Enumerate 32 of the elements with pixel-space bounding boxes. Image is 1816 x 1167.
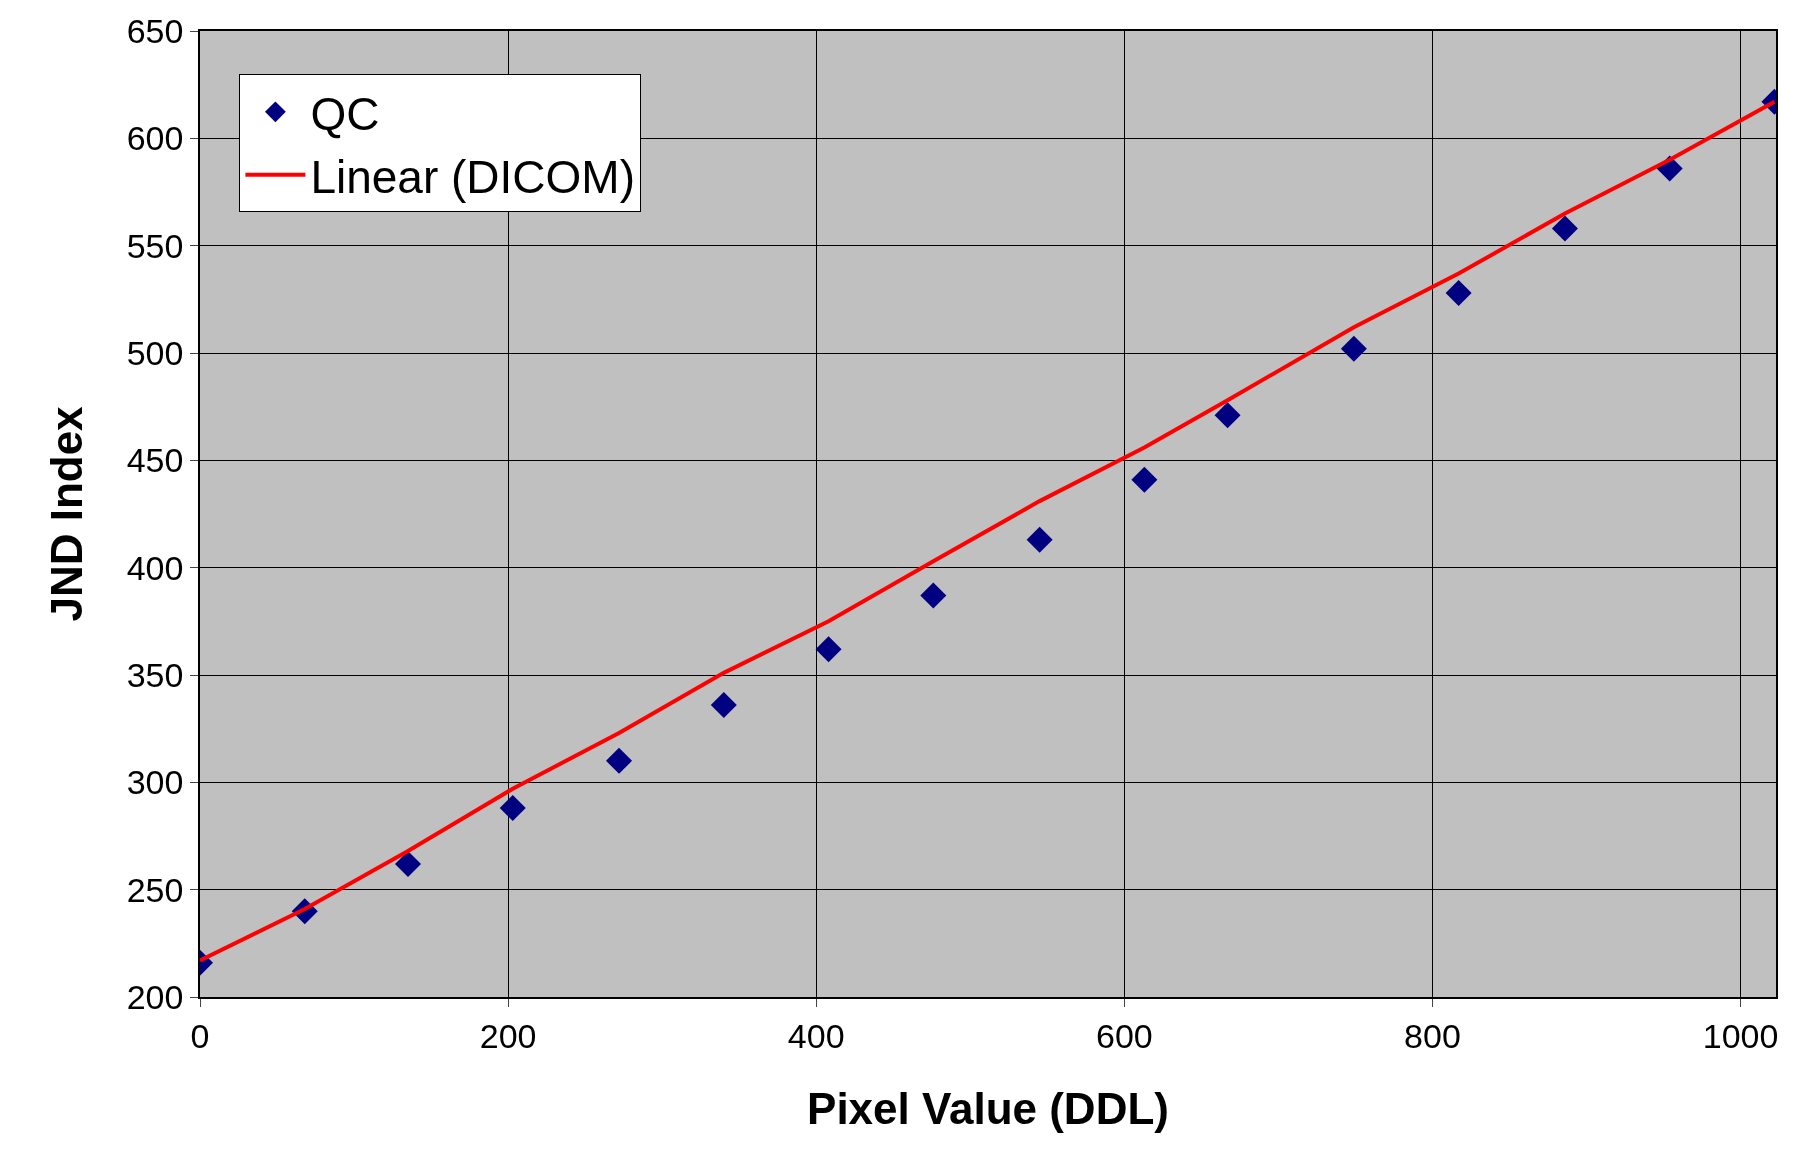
x-tick-label: 200 bbox=[479, 1016, 537, 1055]
y-tick-label: 300 bbox=[126, 763, 184, 802]
point bbox=[394, 850, 421, 877]
x-axis-title: Pixel Value (DDL) bbox=[807, 1084, 1169, 1134]
legend-label: Linear (DICOM) bbox=[310, 150, 636, 203]
point bbox=[1131, 466, 1158, 493]
legend-label: QC bbox=[310, 87, 380, 140]
x-tick-label: 0 bbox=[190, 1016, 210, 1055]
point bbox=[606, 747, 633, 774]
y-tick-label: 600 bbox=[126, 119, 184, 158]
y-tick-label: 450 bbox=[126, 441, 184, 480]
point bbox=[1026, 526, 1053, 553]
y-tick-label: 350 bbox=[126, 655, 184, 694]
point bbox=[1445, 279, 1472, 306]
x-tick-label: 400 bbox=[787, 1016, 845, 1055]
y-axis-title: JND Index bbox=[42, 405, 92, 622]
x-tick-label: 600 bbox=[1095, 1016, 1153, 1055]
x-tick-label: 1000 bbox=[1702, 1016, 1779, 1055]
point bbox=[1551, 215, 1578, 242]
point bbox=[920, 582, 947, 609]
y-tick-label: 200 bbox=[126, 977, 184, 1016]
y-tick-label: 250 bbox=[126, 870, 184, 909]
y-tick-label: 400 bbox=[126, 548, 184, 587]
point bbox=[815, 636, 842, 663]
point bbox=[1340, 335, 1367, 362]
point bbox=[710, 692, 737, 719]
point bbox=[1214, 402, 1241, 429]
point bbox=[499, 795, 526, 822]
y-tick-label: 500 bbox=[126, 333, 184, 372]
y-tick-label: 550 bbox=[126, 226, 184, 265]
y-tick-label: 650 bbox=[126, 11, 184, 50]
x-tick-label: 800 bbox=[1404, 1016, 1461, 1055]
